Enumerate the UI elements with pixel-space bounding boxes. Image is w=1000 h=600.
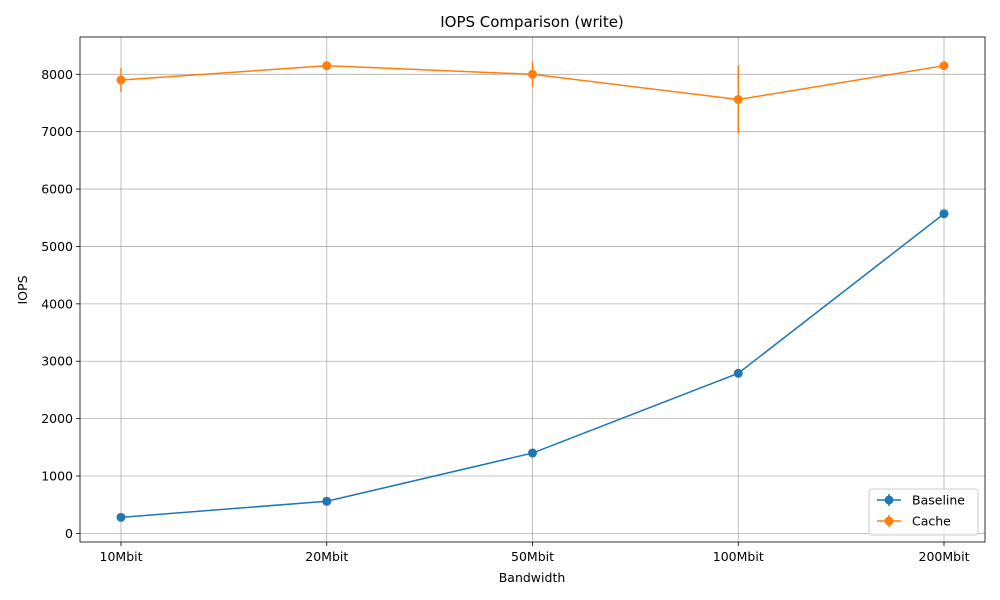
legend-marker xyxy=(884,516,894,526)
y-tick-label: 1000 xyxy=(41,469,73,484)
y-tick-label: 0 xyxy=(65,526,73,541)
legend-label: Baseline xyxy=(912,493,965,508)
legend: Baseline Cache xyxy=(868,488,979,536)
x-tick-label: 200Mbit xyxy=(919,549,970,564)
y-tick-label: 2000 xyxy=(41,411,73,426)
y-tick-label: 3000 xyxy=(41,354,73,369)
y-tick-label: 6000 xyxy=(41,182,73,197)
data-point xyxy=(528,69,537,79)
x-tick-label: 50Mbit xyxy=(511,549,554,564)
series-cache xyxy=(116,61,949,134)
data-point xyxy=(733,368,743,378)
x-tick-label: 10Mbit xyxy=(100,549,143,564)
data-point xyxy=(116,75,126,85)
data-point xyxy=(528,448,537,458)
y-tick-label: 4000 xyxy=(41,296,73,311)
y-tick-label: 5000 xyxy=(41,239,73,254)
legend-marker xyxy=(884,495,894,505)
series-layer xyxy=(116,61,949,522)
legend-label: Cache xyxy=(912,514,951,529)
data-point xyxy=(322,496,332,506)
x-axis-label: Bandwidth xyxy=(499,570,566,585)
x-tick-label: 20Mbit xyxy=(305,549,348,564)
y-axis-label: IOPS xyxy=(15,275,30,304)
y-tick-label: 7000 xyxy=(41,124,73,139)
data-point xyxy=(116,512,126,522)
y-axis: 0 1000 2000 3000 4000 5000 6000 7000 8000 xyxy=(41,67,80,541)
series-baseline xyxy=(116,209,949,522)
data-point xyxy=(939,61,949,71)
x-tick-label: 100Mbit xyxy=(713,549,764,564)
y-tick-label: 8000 xyxy=(41,67,73,82)
data-point xyxy=(939,209,949,219)
x-axis: 10Mbit 20Mbit 50Mbit 100Mbit 200Mbit xyxy=(100,542,970,564)
chart-title: IOPS Comparison (write) xyxy=(440,13,624,31)
data-point xyxy=(733,95,743,105)
grid xyxy=(80,37,985,542)
data-point xyxy=(322,61,332,71)
